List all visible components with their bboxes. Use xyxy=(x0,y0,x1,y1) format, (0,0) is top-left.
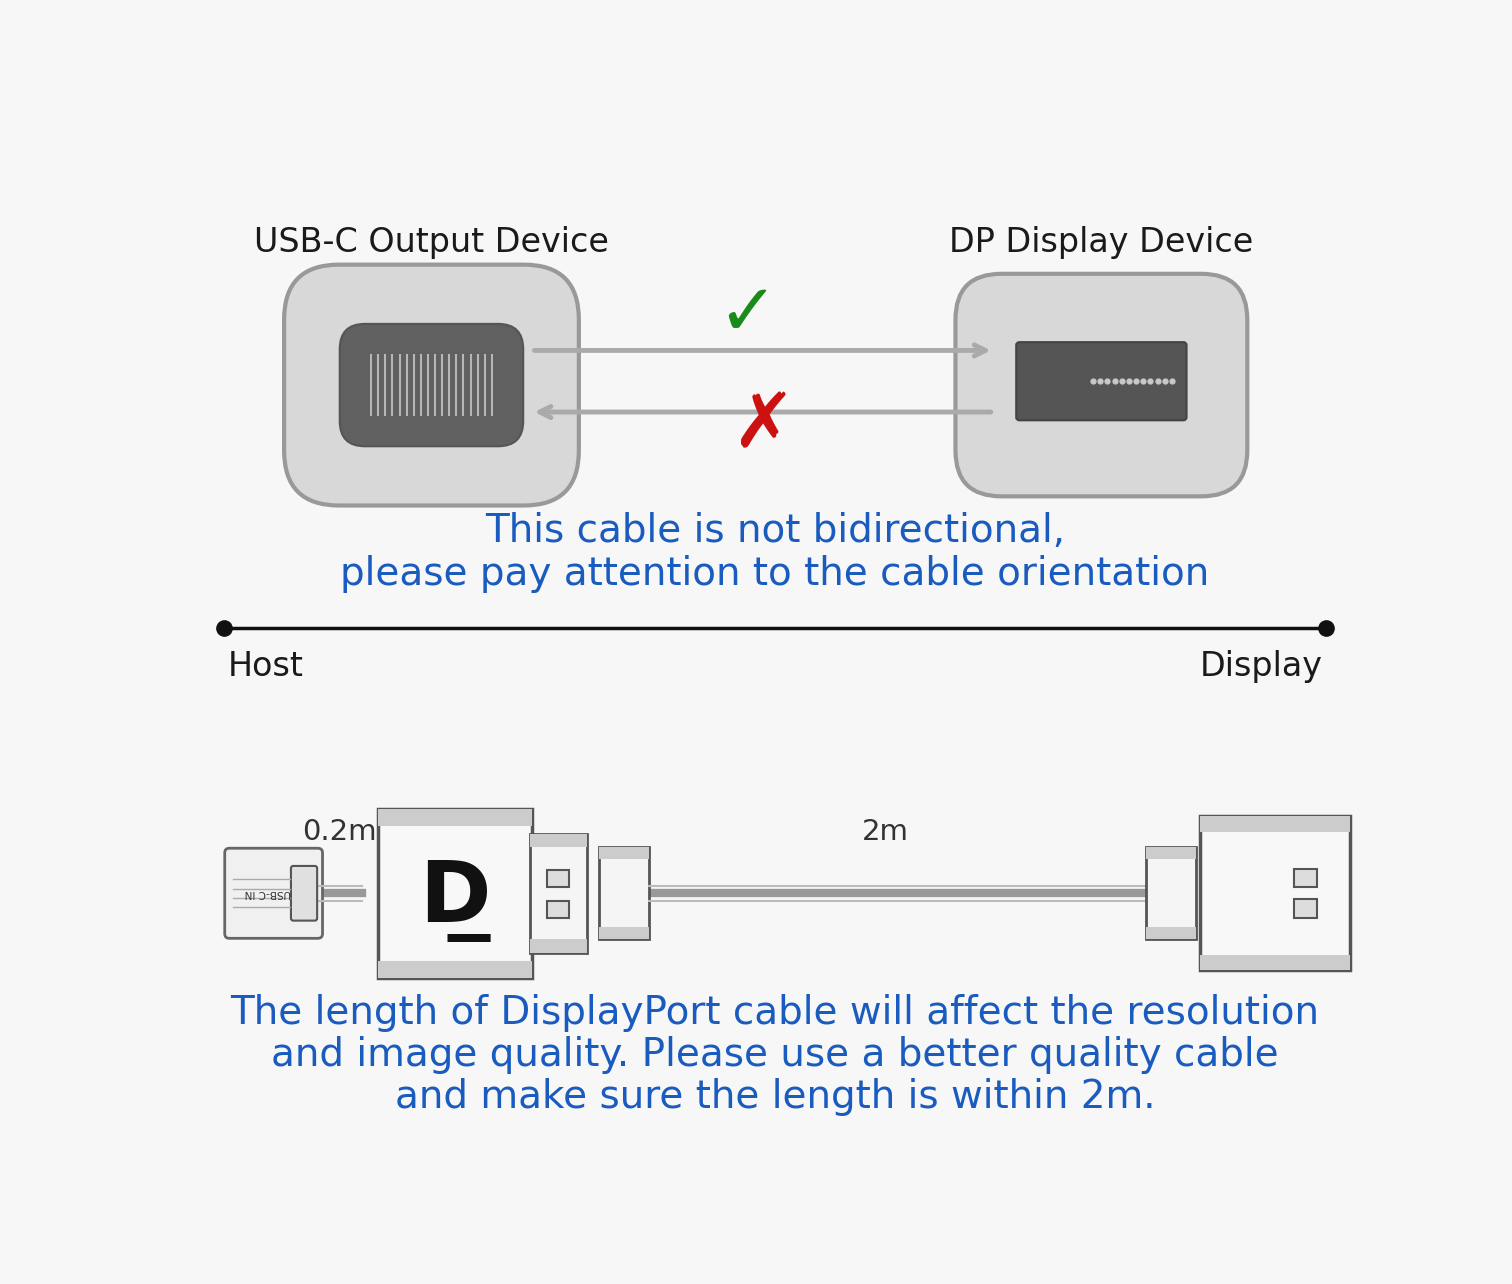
Bar xyxy=(529,833,587,953)
Text: ✓: ✓ xyxy=(717,281,777,351)
Text: DP Display Device: DP Display Device xyxy=(950,226,1253,259)
Text: D̲: D̲ xyxy=(419,859,490,942)
Text: The length of DisplayPort cable will affect the resolution: The length of DisplayPort cable will aff… xyxy=(230,994,1320,1031)
Bar xyxy=(599,847,649,859)
Bar xyxy=(1199,817,1350,971)
Bar xyxy=(1199,817,1350,832)
Bar xyxy=(529,833,587,847)
FancyBboxPatch shape xyxy=(290,865,318,921)
Bar xyxy=(547,901,569,918)
Text: USB-C IN: USB-C IN xyxy=(245,889,290,899)
Bar xyxy=(378,960,532,978)
FancyBboxPatch shape xyxy=(340,324,523,447)
Bar xyxy=(547,871,569,887)
Bar xyxy=(378,809,532,978)
Bar xyxy=(1199,955,1350,971)
FancyBboxPatch shape xyxy=(284,265,579,506)
Bar xyxy=(599,927,649,940)
Bar xyxy=(1146,847,1196,940)
Text: and make sure the length is within 2m.: and make sure the length is within 2m. xyxy=(395,1079,1155,1116)
Text: please pay attention to the cable orientation: please pay attention to the cable orient… xyxy=(340,555,1210,593)
Text: USB-C Output Device: USB-C Output Device xyxy=(254,226,609,259)
FancyBboxPatch shape xyxy=(956,273,1247,497)
Bar xyxy=(1146,927,1196,940)
FancyBboxPatch shape xyxy=(225,849,322,939)
Text: 2m: 2m xyxy=(862,818,909,846)
Text: Display: Display xyxy=(1199,650,1323,683)
Bar xyxy=(1294,899,1317,918)
Bar xyxy=(378,809,532,826)
Bar xyxy=(1294,869,1317,887)
Text: This cable is not bidirectional,: This cable is not bidirectional, xyxy=(485,512,1064,551)
Text: 0.2m: 0.2m xyxy=(302,818,376,846)
Text: Host: Host xyxy=(227,650,304,683)
Bar xyxy=(1146,847,1196,859)
Text: ✗: ✗ xyxy=(730,389,795,464)
Bar xyxy=(529,939,587,953)
FancyBboxPatch shape xyxy=(1016,342,1187,420)
Text: and image quality. Please use a better quality cable: and image quality. Please use a better q… xyxy=(271,1036,1279,1073)
Bar xyxy=(599,847,649,940)
